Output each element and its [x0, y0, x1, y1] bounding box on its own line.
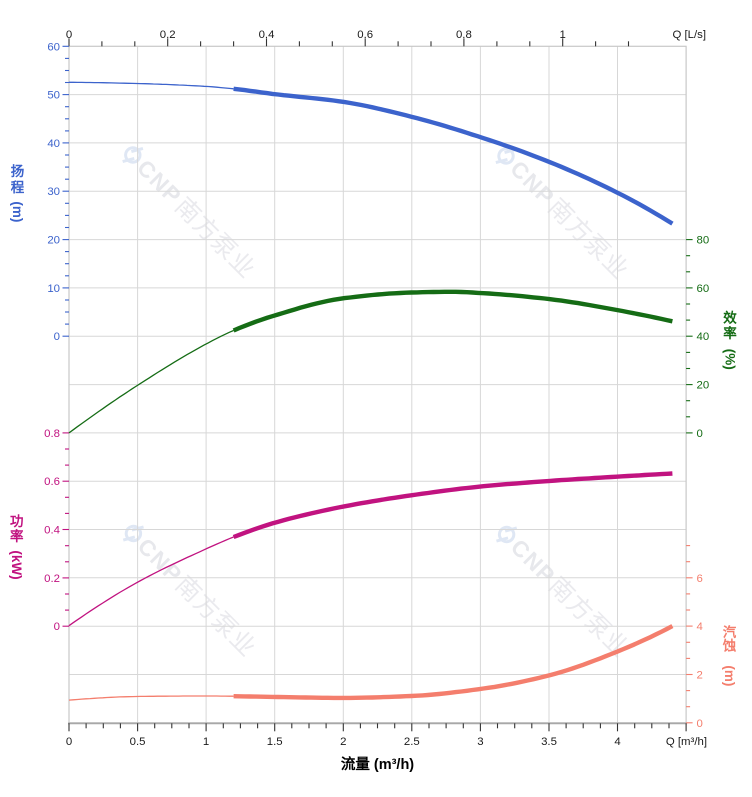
svg-text:40: 40 [697, 331, 710, 343]
svg-text:2: 2 [340, 736, 346, 748]
svg-text:0.6: 0.6 [44, 476, 60, 488]
svg-text:0.8: 0.8 [456, 29, 472, 41]
svg-text:率: 率 [723, 325, 737, 341]
svg-text:1.5: 1.5 [267, 736, 283, 748]
svg-text:0.4: 0.4 [259, 29, 275, 41]
svg-text:20: 20 [697, 380, 710, 392]
svg-text:流量 (m³/h): 流量 (m³/h) [341, 755, 414, 773]
svg-text:80: 80 [697, 235, 710, 247]
svg-text:1: 1 [203, 736, 209, 748]
svg-text:10: 10 [47, 283, 60, 295]
svg-text:40: 40 [47, 138, 60, 150]
svg-text:效: 效 [723, 309, 737, 325]
svg-text:(m): (m) [10, 201, 25, 222]
svg-text:Q [m³/h]: Q [m³/h] [666, 736, 707, 748]
svg-text:2: 2 [697, 670, 703, 682]
svg-text:扬: 扬 [11, 163, 25, 179]
svg-text:(%): (%) [722, 349, 737, 370]
svg-text:2.5: 2.5 [404, 736, 420, 748]
svg-text:0.8: 0.8 [44, 428, 60, 440]
svg-text:蚀: 蚀 [722, 638, 737, 654]
svg-text:60: 60 [697, 283, 710, 295]
svg-text:20: 20 [47, 235, 60, 247]
svg-text:30: 30 [47, 186, 60, 198]
svg-text:0.2: 0.2 [160, 29, 176, 41]
svg-text:0.5: 0.5 [130, 736, 146, 748]
svg-text:0.4: 0.4 [44, 525, 60, 537]
svg-text:4: 4 [697, 621, 703, 633]
svg-text:汽: 汽 [723, 624, 737, 640]
svg-text:0.6: 0.6 [357, 29, 373, 41]
svg-text:3.5: 3.5 [541, 736, 557, 748]
svg-text:0: 0 [66, 736, 72, 748]
svg-text:率: 率 [10, 528, 24, 544]
svg-text:(kW): (kW) [9, 550, 24, 579]
svg-text:(m): (m) [722, 665, 737, 686]
svg-text:6: 6 [697, 573, 703, 585]
svg-text:功: 功 [10, 514, 24, 529]
svg-text:4: 4 [614, 736, 620, 748]
svg-text:60: 60 [47, 41, 60, 53]
svg-text:Q [L/s]: Q [L/s] [672, 29, 706, 41]
svg-text:0: 0 [697, 718, 703, 730]
svg-text:0: 0 [66, 29, 72, 41]
svg-text:3: 3 [477, 736, 483, 748]
svg-text:0: 0 [54, 621, 60, 633]
svg-text:0: 0 [54, 331, 60, 343]
svg-text:1: 1 [560, 29, 566, 41]
svg-text:0: 0 [697, 428, 703, 440]
svg-text:程: 程 [11, 180, 25, 195]
svg-text:0.2: 0.2 [44, 573, 60, 585]
svg-text:50: 50 [47, 90, 60, 102]
